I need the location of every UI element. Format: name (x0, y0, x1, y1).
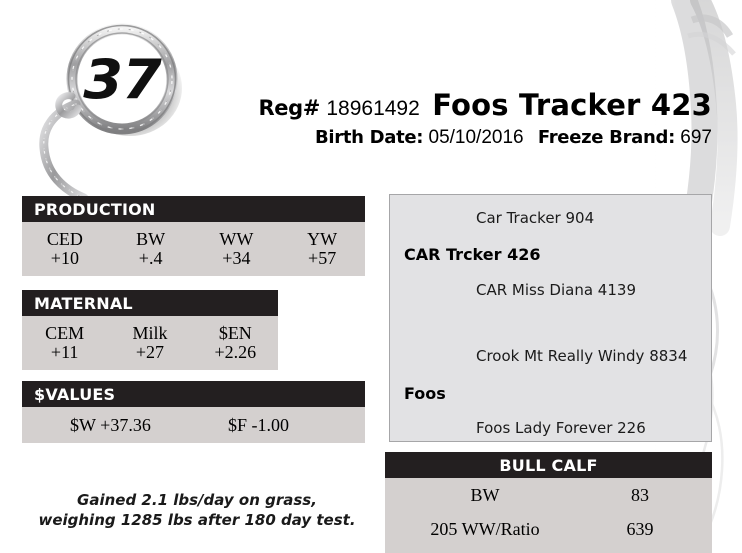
page-title: Foos Tracker 423 (432, 88, 712, 122)
pedigree-sire: CAR Trcker 426 (404, 245, 541, 264)
bull-calf-title: BULL CALF (499, 455, 598, 475)
stat-value: +2.26 (214, 342, 257, 362)
pedigree-dam-dam: Foos Lady Forever 226 (476, 419, 646, 437)
production-stats-table: CED +10 BW +.4 WW +34 YW +57 (22, 222, 365, 276)
values-table: $W +37.36 $F -1.00 (22, 407, 365, 443)
lot-number: 37 (83, 47, 162, 111)
table-row: 205 WW/Ratio 639 (385, 512, 712, 546)
freeze-brand-label: Freeze Brand: (537, 127, 676, 149)
stat-key: BW (136, 228, 166, 249)
stat-value: +34 (222, 248, 251, 268)
bull-calf-label: BW (470, 484, 500, 505)
stat-key: CEM (45, 322, 85, 343)
stat-cell-yw: YW +57 (279, 228, 365, 268)
values-section-header: $VALUES (22, 381, 365, 407)
stat-key: $EN (218, 322, 252, 343)
bull-calf-value: 83 (631, 484, 649, 505)
value-feedlot: $F -1.00 (227, 414, 289, 435)
animal-header: Reg# 18961492 Foos Tracker 423 Birth Dat… (0, 88, 712, 150)
performance-note-line1: Gained 2.1 lbs/day on grass, (77, 491, 317, 509)
pedigree-box: Car Tracker 904 CAR Trcker 426 CAR Miss … (389, 194, 712, 442)
production-title: PRODUCTION (34, 199, 156, 219)
stat-cell-bw: BW +.4 (108, 228, 194, 268)
value-weaned-calf: $W +37.36 (70, 414, 151, 435)
stat-cell-en: $EN +2.26 (193, 322, 278, 362)
stat-value: +.4 (138, 248, 163, 268)
values-title: $VALUES (34, 384, 116, 404)
maternal-title: MATERNAL (34, 293, 133, 313)
ear-tag-wire-icon (39, 23, 182, 203)
birth-date-label: Birth Date: (314, 127, 424, 149)
performance-note: Gained 2.1 lbs/day on grass, weighing 12… (22, 490, 372, 531)
production-section-header: PRODUCTION (22, 196, 365, 222)
bull-calf-section-header: BULL CALF (385, 452, 712, 478)
stat-cell-milk: Milk +27 (107, 322, 192, 362)
pedigree-dam-sire: Crook Mt Really Windy 8834 (476, 347, 688, 365)
stat-cell-ww: WW +34 (194, 228, 280, 268)
performance-note-line2: weighing 1285 lbs after 180 day test. (38, 511, 356, 530)
stat-value: +57 (308, 248, 337, 268)
stat-value: +11 (50, 342, 79, 362)
maternal-stats-table: CEM +11 Milk +27 $EN +2.26 (22, 316, 278, 370)
freeze-brand-value: 697 (680, 127, 712, 149)
pedigree-dam: Foos (404, 384, 446, 403)
stat-key: CED (46, 228, 83, 249)
pedigree-sire-sire: Car Tracker 904 (476, 209, 595, 227)
stat-value: +10 (50, 248, 79, 268)
stat-value: +27 (135, 342, 165, 362)
header-line-birth: Birth Date: 05/10/2016 Freeze Brand: 697 (0, 126, 712, 149)
birth-date-value: 05/10/2016 (428, 127, 524, 149)
stat-key: YW (307, 228, 338, 249)
table-row: BW 83 (385, 478, 712, 512)
stat-key: WW (219, 228, 254, 249)
lot-tag: 37 (18, 8, 188, 203)
bull-calf-value: 639 (626, 518, 654, 539)
maternal-section-header: MATERNAL (22, 290, 278, 316)
reg-number: 18961492 (326, 97, 420, 120)
bull-calf-label: 205 WW/Ratio (430, 518, 540, 539)
bull-calf-table: BW 83 205 WW/Ratio 639 (385, 478, 712, 553)
header-line-registration: Reg# 18961492 Foos Tracker 423 (0, 88, 712, 123)
stat-cell-ced: CED +10 (22, 228, 108, 268)
stat-cell-cem: CEM +11 (22, 322, 107, 362)
stat-key: Milk (132, 322, 168, 343)
pedigree-sire-dam: CAR Miss Diana 4139 (476, 281, 636, 299)
reg-label: Reg# (258, 96, 321, 120)
